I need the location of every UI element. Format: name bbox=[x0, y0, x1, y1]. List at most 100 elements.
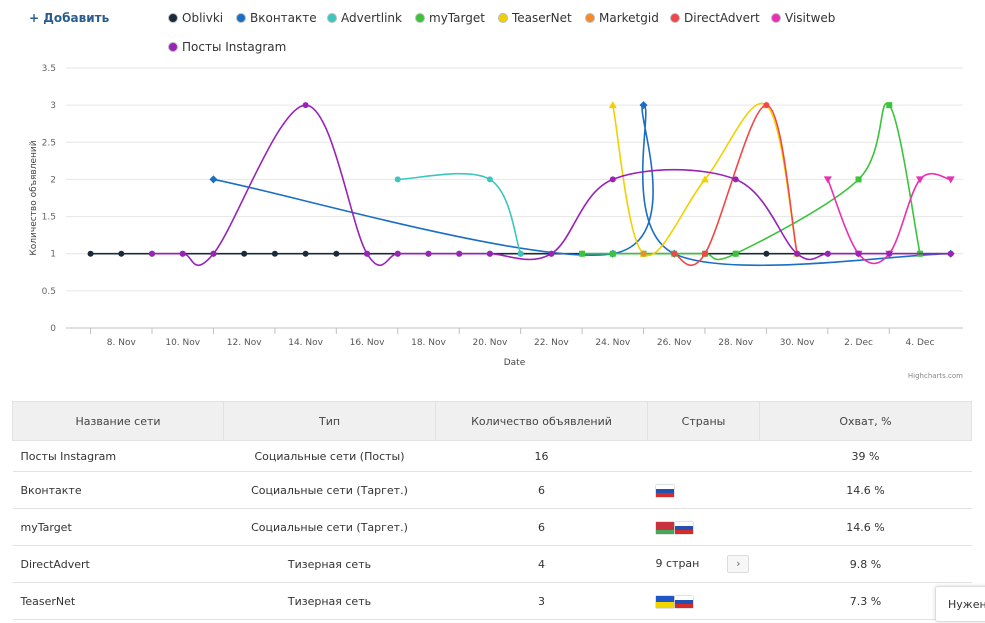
data-point bbox=[946, 176, 955, 184]
x-tick-label: 30. Nov bbox=[780, 338, 815, 348]
legend-marker bbox=[415, 13, 425, 23]
x-tick-label: 16. Nov bbox=[350, 338, 385, 348]
data-point bbox=[271, 250, 278, 257]
column-header-reach[interactable]: Охват, % bbox=[759, 401, 972, 441]
y-tick-label: 3.5 bbox=[42, 64, 56, 74]
data-point bbox=[210, 250, 217, 257]
network-name-link[interactable]: TeaserNet bbox=[12, 582, 224, 620]
table-row: TeaserNet Тизерная сеть 3 7.3 % bbox=[12, 582, 972, 620]
network-name: Вконтакте bbox=[12, 471, 224, 509]
data-point bbox=[639, 101, 648, 110]
data-point bbox=[209, 175, 218, 184]
data-point bbox=[241, 250, 248, 257]
legend-label: myTarget bbox=[429, 11, 485, 25]
network-type: Социальные сети (Таргет.) bbox=[223, 471, 436, 509]
y-axis-title: Количество объявлений bbox=[29, 140, 39, 255]
legend-label: DirectAdvert bbox=[684, 11, 760, 25]
legend-item-teasernet[interactable]: TeaserNet bbox=[498, 11, 572, 25]
countries-cell: 9 стран › bbox=[647, 545, 760, 583]
add-button[interactable]: + Добавить bbox=[29, 11, 110, 25]
x-axis-title: Date bbox=[504, 358, 526, 368]
countries-count: 9 стран bbox=[655, 557, 700, 570]
x-tick-label: 4. Dec bbox=[906, 338, 935, 348]
line-chart: 0 0.5 1 1.5 2 2.5 3 3.5 8. Nov 10. Nov 12. Nov 14. … bbox=[29, 64, 963, 380]
network-type: Тизерная сеть bbox=[223, 582, 436, 620]
chevron-right-icon[interactable]: › bbox=[727, 555, 750, 573]
column-header-type[interactable]: Тип bbox=[223, 401, 436, 441]
legend-item-vkontakte[interactable]: Вконтакте bbox=[236, 11, 317, 25]
y-tick-label: 2.5 bbox=[42, 138, 56, 148]
data-point bbox=[732, 176, 739, 183]
series-line bbox=[213, 104, 951, 267]
data-point bbox=[609, 176, 616, 183]
data-point bbox=[855, 176, 862, 183]
table-row: Вконтакте Социальные сети (Таргет.) 6 14… bbox=[12, 471, 972, 509]
data-point bbox=[608, 101, 617, 109]
network-name-link[interactable]: DirectAdvert bbox=[12, 545, 224, 583]
legend-label: Oblivki bbox=[182, 11, 224, 25]
legend-marker bbox=[670, 13, 680, 23]
legend-marker bbox=[585, 13, 595, 23]
legend-label: TeaserNet bbox=[512, 11, 572, 25]
y-tick-label: 1 bbox=[50, 250, 56, 260]
legend-marker bbox=[498, 13, 508, 23]
data-point bbox=[87, 250, 94, 257]
russia-flag-icon bbox=[674, 595, 693, 608]
x-tick-label: 12. Nov bbox=[227, 338, 262, 348]
legend-item-advertlink[interactable]: Advertlink bbox=[327, 11, 402, 25]
data-point bbox=[640, 250, 647, 257]
legend-item-marketgid[interactable]: Marketgid bbox=[585, 11, 659, 25]
help-widget[interactable]: Нужен bbox=[935, 586, 985, 622]
data-point bbox=[333, 250, 340, 257]
table-row: myTarget Социальные сети (Таргет.) 6 14.… bbox=[12, 508, 972, 546]
table-row: Посты Instagram Социальные сети (Посты) … bbox=[12, 440, 972, 472]
data-point bbox=[579, 250, 586, 257]
chart-credit: Highcharts.com bbox=[908, 372, 963, 380]
column-header-count[interactable]: Количество объявлений bbox=[435, 401, 648, 441]
countries-cell bbox=[647, 582, 760, 620]
column-header-countries[interactable]: Страны bbox=[647, 401, 760, 441]
data-point bbox=[823, 176, 832, 184]
data-point bbox=[886, 250, 893, 257]
ad-count: 16 bbox=[435, 440, 648, 472]
data-point bbox=[794, 250, 801, 257]
reach-value: 14.6 % bbox=[759, 508, 972, 546]
legend-label: Посты Instagram bbox=[182, 40, 287, 54]
data-point bbox=[456, 250, 463, 257]
legend-marker bbox=[771, 13, 781, 23]
x-tick-label: 8. Nov bbox=[107, 338, 137, 348]
table-row: DirectAdvert Тизерная сеть 4 9 стран › 9.… bbox=[12, 545, 972, 583]
y-tick-label: 1.5 bbox=[42, 213, 56, 223]
data-point bbox=[486, 250, 493, 257]
data-point bbox=[394, 250, 401, 257]
ad-count: 6 bbox=[435, 471, 648, 509]
legend-item-visitweb[interactable]: Visitweb bbox=[771, 11, 835, 25]
data-point bbox=[732, 250, 739, 257]
data-point bbox=[302, 102, 309, 109]
series-line bbox=[152, 104, 951, 267]
x-tick-label: 10. Nov bbox=[165, 338, 200, 348]
ukraine-flag-icon bbox=[655, 595, 674, 608]
belarus-flag-icon bbox=[655, 521, 674, 534]
series-line bbox=[827, 172, 951, 265]
data-point bbox=[609, 250, 616, 257]
countries-cell bbox=[647, 508, 760, 546]
column-header-network[interactable]: Название сети bbox=[12, 401, 224, 441]
networks-table: Название сети Тип Количество объявлений … bbox=[12, 401, 972, 620]
ad-count: 3 bbox=[435, 582, 648, 620]
legend-label: Advertlink bbox=[341, 11, 402, 25]
legend-item-oblivki[interactable]: Oblivki bbox=[168, 11, 223, 25]
reach-value: 9.8 % bbox=[759, 545, 972, 583]
russia-flag-icon bbox=[655, 484, 674, 497]
legend-item-instagram[interactable]: Посты Instagram bbox=[168, 40, 286, 54]
legend-item-directadvert[interactable]: DirectAdvert bbox=[670, 11, 760, 25]
countries-cell bbox=[647, 471, 760, 509]
data-point bbox=[947, 250, 954, 257]
legend-item-mytarget[interactable]: myTarget bbox=[415, 11, 485, 25]
legend-label: Marketgid bbox=[599, 11, 659, 25]
toolbar: + Добавить Oblivki Вконтакте Advertlink … bbox=[0, 0, 985, 60]
legend-label: Вконтакте bbox=[250, 11, 317, 25]
data-point bbox=[824, 250, 831, 257]
network-name: myTarget bbox=[12, 508, 224, 546]
data-point bbox=[118, 250, 125, 257]
